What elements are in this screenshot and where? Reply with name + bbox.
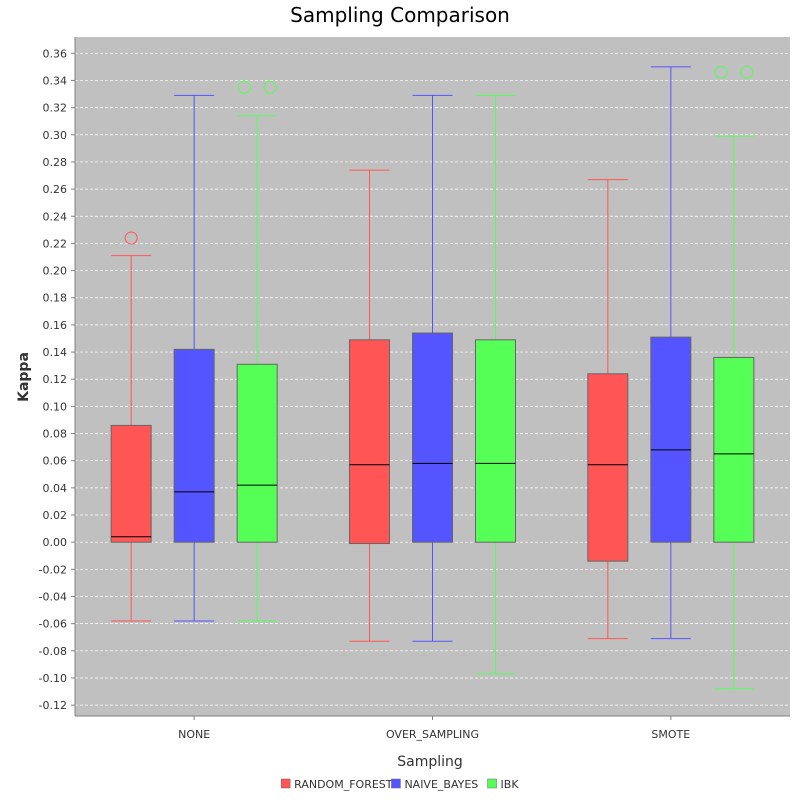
y-tick-label: 0.28 xyxy=(43,156,68,169)
legend-swatch xyxy=(280,778,291,789)
outlier-point xyxy=(237,80,251,94)
outlier-point xyxy=(740,65,754,79)
y-tick-label: 0.14 xyxy=(43,346,68,359)
outlier-point xyxy=(714,65,728,79)
y-tick-label: 0.16 xyxy=(43,319,68,332)
y-tick-label: 0.18 xyxy=(43,292,68,305)
y-tick-label: 0.26 xyxy=(43,183,68,196)
y-tick-label: -0.10 xyxy=(39,672,67,685)
box-naive-bayes-over-sampling xyxy=(412,94,453,642)
y-tick-label: 0.24 xyxy=(43,210,68,223)
x-tick-label: OVER_SAMPLING xyxy=(386,728,479,741)
legend-swatch xyxy=(391,778,401,789)
box-ibk-over-sampling xyxy=(475,94,516,675)
legend-label: RANDOM_FOREST xyxy=(294,778,393,791)
boxes xyxy=(110,65,755,690)
box-ibk-none xyxy=(236,80,278,622)
iqr-box xyxy=(236,363,278,543)
iqr-box xyxy=(412,332,453,543)
legend-swatch xyxy=(487,778,497,789)
x-axis-label: Sampling xyxy=(397,754,463,770)
y-tick-label: 0.20 xyxy=(43,265,68,278)
y-tick-label: 0.02 xyxy=(43,509,68,522)
box-naive-bayes-smote xyxy=(650,66,692,640)
y-tick-label: 0.10 xyxy=(43,400,68,413)
y-tick-label: -0.06 xyxy=(39,618,67,631)
outlier-point xyxy=(263,80,277,94)
y-tick-label: 0.36 xyxy=(43,47,68,60)
x-tick-label: NONE xyxy=(178,728,210,741)
y-axis-label: Kappa xyxy=(16,352,32,402)
iqr-box xyxy=(173,348,215,543)
box-random-forest-smote xyxy=(587,179,629,640)
iqr-box xyxy=(650,336,692,543)
iqr-box xyxy=(587,373,629,562)
y-tick-label: 0.34 xyxy=(43,74,68,87)
axes: -0.12 -0.10 -0.08 -0.06 -0.04 -0.02 0.00 0.02 0.… xyxy=(39,37,790,741)
y-tick-label: -0.02 xyxy=(39,563,67,576)
y-tick-label: 0.06 xyxy=(43,455,68,468)
x-tick-label: SMOTE xyxy=(651,728,690,741)
y-tick-label: 0.30 xyxy=(43,129,68,142)
y-tick-label: 0.00 xyxy=(43,536,68,549)
y-tick-label: 0.32 xyxy=(43,102,68,115)
legend-label: IBK xyxy=(501,778,520,791)
y-tick-label: -0.04 xyxy=(39,590,67,603)
y-tick-label: 0.22 xyxy=(43,237,68,250)
box-naive-bayes-none xyxy=(173,94,215,622)
box-random-forest-none xyxy=(110,231,152,622)
iqr-box xyxy=(349,339,390,545)
iqr-box xyxy=(110,424,152,543)
y-tick-label: -0.08 xyxy=(39,645,67,658)
box-random-forest-over-sampling xyxy=(349,169,390,642)
legend: RANDOM_FOREST NAIVE_BAYES IBK xyxy=(280,778,520,791)
y-tick-label: 0.04 xyxy=(43,482,68,495)
iqr-box xyxy=(713,356,755,543)
legend-label: NAIVE_BAYES xyxy=(404,778,478,791)
y-tick-label: 0.08 xyxy=(43,428,68,441)
outlier-point xyxy=(124,231,138,245)
y-tick-label: 0.12 xyxy=(43,373,68,386)
iqr-box xyxy=(475,339,516,543)
y-tick-label: -0.12 xyxy=(39,699,67,712)
box-ibk-smote xyxy=(713,65,755,690)
chart-title: Sampling Comparison xyxy=(290,3,510,27)
